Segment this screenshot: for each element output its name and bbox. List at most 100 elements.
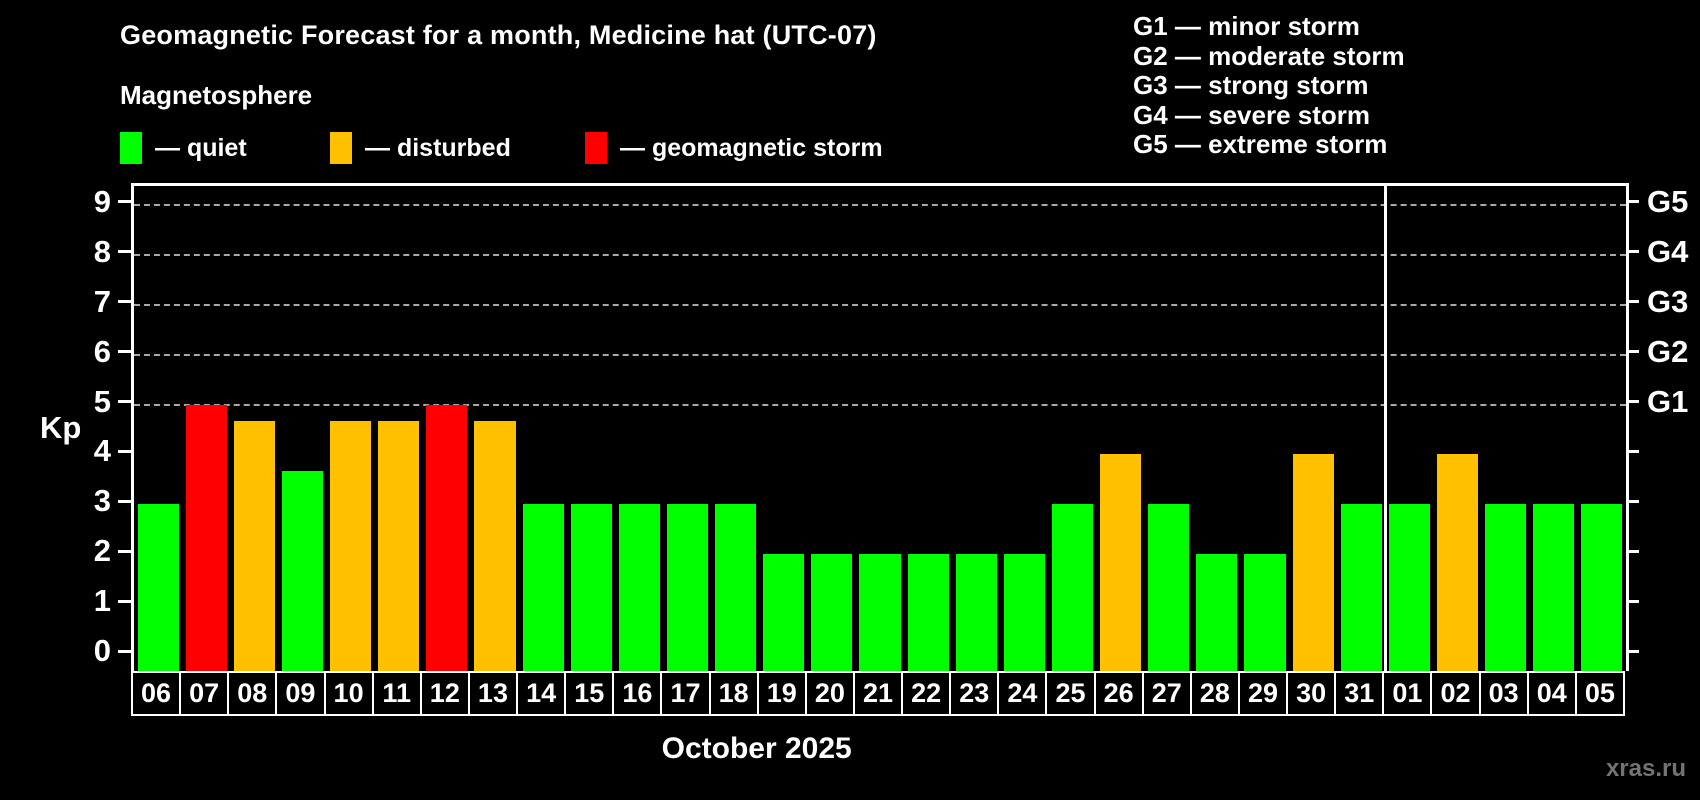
- day-label-01: 01: [1382, 671, 1433, 716]
- left-axis-label-2: 2: [93, 533, 111, 569]
- bar-day-17: [666, 504, 709, 671]
- day-label-26: 26: [1093, 671, 1144, 716]
- left-tick-kp1: [118, 599, 131, 603]
- day-label-20: 20: [804, 671, 855, 716]
- left-axis-label-6: 6: [93, 333, 111, 369]
- legend-item-disturbed: — disturbed: [330, 132, 511, 164]
- bar-day-02: [1436, 454, 1479, 671]
- kp-axis-label: Kp: [40, 410, 82, 445]
- bar-day-26: [1100, 454, 1142, 671]
- day-label-06: 06: [131, 671, 182, 716]
- bar-day-29: [1244, 554, 1286, 671]
- legend-label-disturbed: — disturbed: [365, 133, 511, 162]
- bar-day-20: [811, 554, 853, 671]
- month-separator-line: [1383, 186, 1387, 671]
- bar-day-08: [233, 421, 275, 671]
- day-label-18: 18: [708, 671, 759, 716]
- left-tick-kp3: [118, 499, 131, 503]
- magnetosphere-heading: Magnetosphere: [120, 80, 313, 110]
- legend-label-storm: — geomagnetic storm: [620, 133, 883, 162]
- left-axis-label-1: 1: [93, 583, 111, 619]
- disturbed-swatch-icon: [330, 132, 352, 164]
- bar-day-21: [859, 554, 901, 671]
- g-legend-line-g3: G3 — strong storm: [1133, 70, 1369, 100]
- month-label: October 2025: [661, 732, 852, 765]
- left-tick-kp5: [118, 400, 131, 404]
- right-tick-kp1: [1626, 599, 1639, 603]
- left-tick-kp0: [118, 649, 131, 653]
- left-axis-label-9: 9: [93, 183, 111, 219]
- gridline-kp7: [134, 303, 1626, 306]
- day-label-13: 13: [467, 671, 519, 716]
- quiet-swatch-icon: [120, 132, 142, 164]
- right-tick-kp3: [1626, 499, 1639, 503]
- day-label-17: 17: [660, 671, 711, 716]
- g-legend-line-g2: G2 — moderate storm: [1133, 40, 1405, 71]
- day-label-19: 19: [756, 671, 807, 716]
- right-tick-kp6: [1626, 350, 1639, 354]
- bar-day-06: [137, 504, 179, 671]
- left-axis-label-3: 3: [93, 483, 111, 519]
- bar-day-19: [763, 554, 805, 671]
- gridline-kp8: [134, 253, 1626, 256]
- gridline-kp9: [134, 203, 1626, 206]
- right-tick-kp4: [1626, 449, 1639, 453]
- day-label-10: 10: [323, 671, 374, 716]
- bar-day-16: [618, 504, 660, 671]
- bar-day-03: [1485, 504, 1527, 671]
- bar-day-12: [426, 404, 468, 671]
- day-label-04: 04: [1526, 671, 1577, 716]
- bar-day-31: [1340, 504, 1382, 671]
- right-axis-label-g5: G5: [1647, 183, 1689, 219]
- plot-area: [131, 183, 1629, 671]
- bar-day-27: [1148, 504, 1190, 671]
- g-legend-line-g1: G1 — minor storm: [1133, 11, 1360, 41]
- day-label-23: 23: [949, 671, 1000, 716]
- bar-day-15: [570, 504, 612, 671]
- day-label-16: 16: [612, 671, 663, 716]
- day-label-31: 31: [1334, 671, 1385, 716]
- bar-day-05: [1581, 504, 1623, 671]
- day-label-03: 03: [1478, 671, 1529, 716]
- legend-item-quiet: — quiet: [120, 132, 247, 164]
- bar-day-28: [1196, 554, 1238, 671]
- g-legend-line-g4: G4 — severe storm: [1133, 99, 1371, 130]
- right-tick-kp9: [1626, 200, 1639, 204]
- g-scale-legend: G1 — minor storm G2 — moderate storm G3 …: [1133, 11, 1405, 160]
- right-axis-label-g4: G4: [1647, 233, 1689, 269]
- right-tick-kp0: [1626, 649, 1639, 653]
- day-label-22: 22: [901, 671, 952, 716]
- day-label-02: 02: [1430, 671, 1481, 716]
- bar-day-13: [474, 421, 516, 671]
- left-tick-kp4: [118, 449, 131, 453]
- day-label-30: 30: [1286, 671, 1337, 716]
- day-label-24: 24: [997, 671, 1048, 716]
- day-label-29: 29: [1237, 671, 1289, 716]
- left-axis-label-5: 5: [93, 383, 111, 419]
- bar-day-09: [281, 470, 323, 671]
- day-label-28: 28: [1189, 671, 1240, 716]
- bar-day-30: [1292, 454, 1334, 671]
- right-tick-kp7: [1626, 300, 1639, 304]
- bar-day-25: [1051, 504, 1094, 671]
- day-label-25: 25: [1045, 671, 1096, 716]
- day-label-11: 11: [371, 671, 422, 716]
- day-label-09: 09: [275, 671, 326, 716]
- left-tick-kp9: [118, 200, 131, 204]
- left-tick-kp8: [118, 250, 131, 254]
- bar-day-11: [378, 421, 420, 671]
- storm-swatch-icon: [585, 132, 607, 164]
- day-label-05: 05: [1574, 671, 1625, 716]
- right-tick-kp2: [1626, 549, 1639, 553]
- bar-day-22: [907, 554, 949, 671]
- right-tick-kp5: [1626, 400, 1639, 404]
- bar-day-07: [185, 404, 227, 671]
- page-title: Geomagnetic Forecast for a month, Medici…: [120, 20, 877, 50]
- bar-day-04: [1533, 504, 1575, 671]
- left-axis-label-7: 7: [93, 283, 111, 319]
- right-axis-label-g3: G3: [1647, 283, 1689, 319]
- g-legend-line-g5: G5 — extreme storm: [1133, 129, 1388, 159]
- left-tick-kp6: [118, 350, 131, 354]
- bar-day-24: [1003, 554, 1045, 671]
